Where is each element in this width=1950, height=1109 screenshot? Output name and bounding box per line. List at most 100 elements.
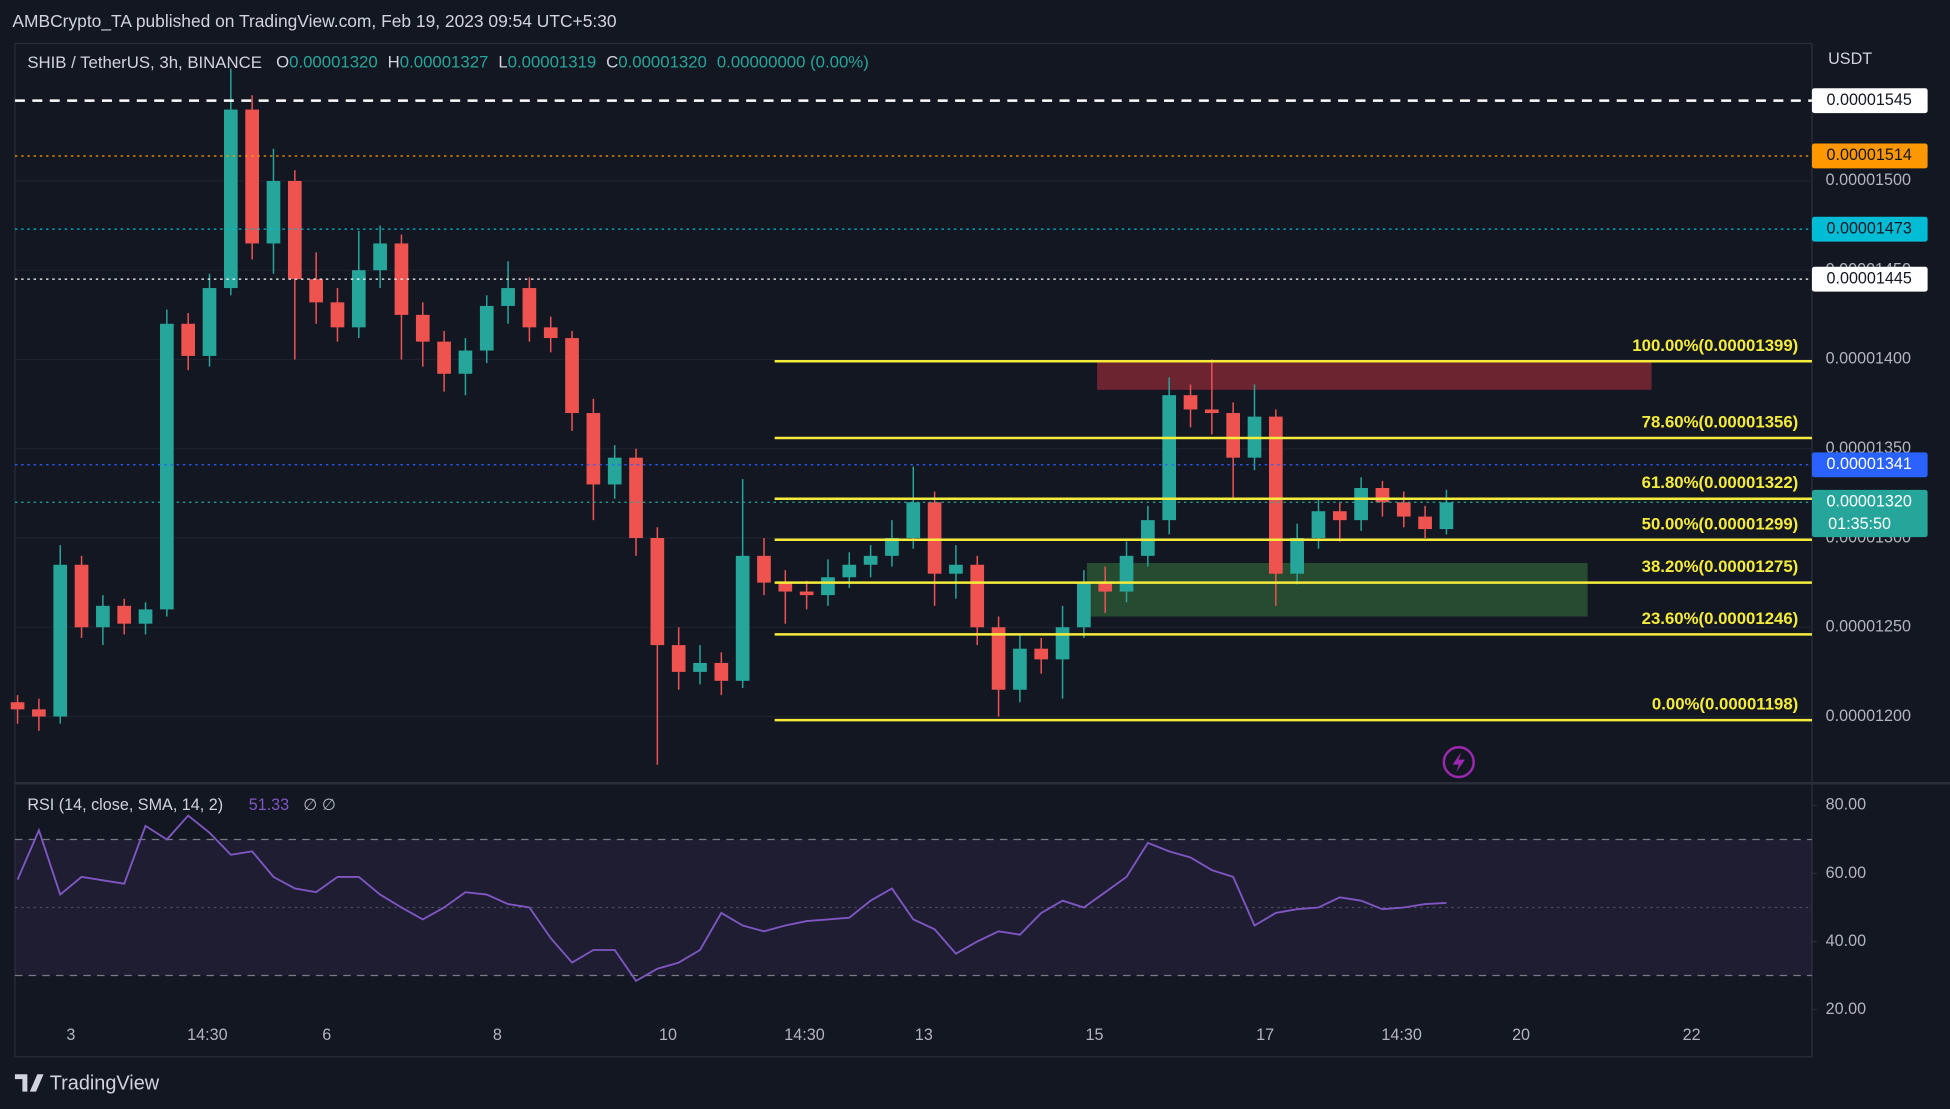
candle-body [757,555,771,583]
current-price-box [1811,489,1928,538]
y-tick-label: 60.00 [1826,864,1866,882]
candle-body [373,243,387,271]
ohlc-key: H [388,53,400,72]
candle-body [266,180,281,244]
candle-body [799,591,814,596]
candle-body [287,180,302,280]
candle-body [330,302,345,328]
candle-body [32,709,46,717]
candle-body [522,288,537,328]
price-line-label-box [1811,88,1928,114]
candle-body [1439,502,1454,530]
candle-body [1077,582,1091,628]
price-line-label-box [1811,216,1928,242]
ohlc-value: 0.00001320 [618,53,707,72]
candle-body [1290,537,1304,574]
footer-bar [0,1059,1950,1109]
candle-body [1013,648,1027,690]
fib-label: 100.00%(0.00001399) [1632,336,1798,355]
price-line-label: 0.00001341 [1826,455,1911,473]
candle-body [714,662,729,681]
ohlc-legend: O0.00001320 H0.00001327 L0.00001319 C0.0000… [276,53,869,72]
candle-body [181,323,196,356]
icon-bolt [1452,752,1465,773]
zone [1097,361,1652,390]
countdown-label: 01:35:50 [1828,515,1891,533]
candle-body [1396,502,1411,517]
plot-frame [14,42,1813,1058]
candle-body [74,564,89,628]
ohlc-value: 0.00001327 [400,53,489,72]
price-pane: 0.000012000.000012500.000013000.00001350… [10,68,1928,765]
x-tick-label: 10 [659,1026,677,1044]
candle-body [1268,416,1283,574]
price-line-label-box [1811,143,1928,169]
zone [1086,562,1588,617]
price-line-label: 0.00001545 [1826,91,1911,109]
ohlc-value: 0.00001320 [289,53,378,72]
x-tick-label: 15 [1086,1026,1104,1044]
rsi-extra: ∅ ∅ [303,796,336,814]
candle-body [1418,516,1432,530]
candle-body [991,627,1006,690]
candle-body [1055,627,1070,660]
x-tick-label: 6 [322,1026,331,1044]
candle-body [138,609,153,624]
ohlc-key: C [606,53,618,72]
candle-body [1162,395,1177,521]
candle-body [1141,520,1155,556]
candle-body [1226,413,1241,458]
candle-body [970,564,985,628]
y-tick-label: 0.00001400 [1826,350,1911,368]
fib-label: 23.60%(0.00001246) [1642,609,1799,628]
candle-body [735,555,750,681]
candle-body [1354,488,1368,521]
candle-body [160,323,174,610]
rsi-last-value: 51.33 [249,796,289,814]
icon-circle [1442,745,1475,779]
x-tick-label: 22 [1683,1026,1701,1044]
x-tick-label: 17 [1256,1026,1274,1044]
x-tick-label: 20 [1512,1026,1530,1044]
candle-body [927,502,942,574]
candle-body [351,270,366,328]
candle-body [96,605,110,628]
current-price-label: 0.00001320 [1826,493,1911,511]
price-axis-unit: USDT [1828,50,1872,68]
candle-body [842,564,857,578]
rsi-title: RSI (14, close, SMA, 14, 2) [27,796,223,814]
candle-body [1332,511,1347,521]
fib-label: 38.20%(0.00001275) [1642,557,1799,576]
candles [10,68,1454,765]
rsi-line [16,814,1447,983]
candle-body [415,314,430,342]
fib-label: 0.00%(0.00001198) [1652,695,1798,714]
y-tick-label: 20.00 [1826,1000,1866,1018]
publish-header: AMBCrypto_TA published on TradingView.co… [12,11,616,31]
candle-body [565,338,579,414]
y-tick-label: 0.00001500 [1826,171,1911,189]
candle-body [1311,511,1326,538]
lightning-icon[interactable] [1442,745,1475,779]
fib-label: 50.00%(0.00001299) [1642,514,1799,533]
candle-body [1119,555,1134,592]
candle-body [586,413,601,485]
candle-body [1204,409,1219,414]
candle-body [778,582,793,592]
fib-label: 78.60%(0.00001356) [1642,413,1799,432]
x-tick-label: 3 [66,1026,75,1044]
symbol: SHIB / TetherUS, 3h, BINANCE [27,53,262,72]
candle-body [671,645,686,672]
candle-body [543,327,558,339]
candle-body [10,702,25,710]
candle-body [629,457,643,538]
candle-body [1034,648,1049,660]
price-line-label-box [1811,266,1928,292]
y-tick-label: 40.00 [1826,932,1866,950]
candle-body [117,605,132,624]
candle-body [53,564,68,717]
price-line-label: 0.00001473 [1826,219,1911,237]
candle-body [863,555,878,565]
